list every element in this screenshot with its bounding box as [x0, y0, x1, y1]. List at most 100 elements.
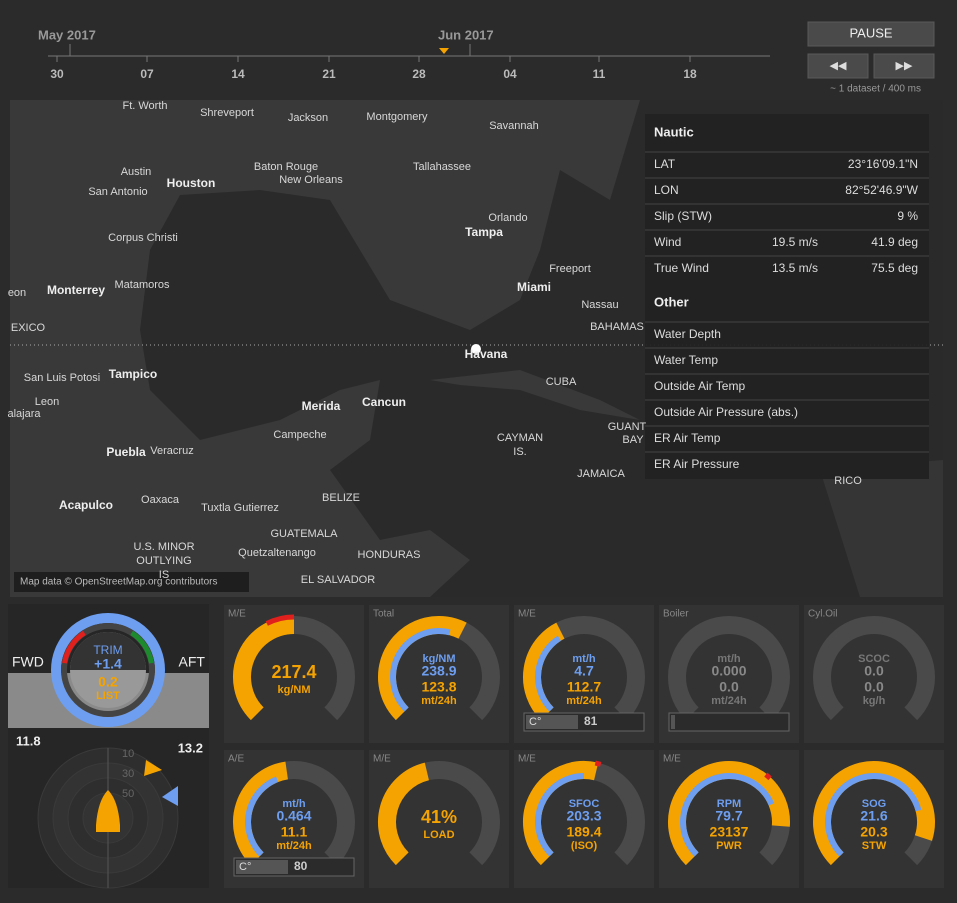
map-label: Leon [35, 396, 59, 408]
attribution-box [14, 572, 249, 592]
map-label: Acapulco [59, 498, 113, 512]
row-label: Slip (STW) [654, 209, 712, 223]
row-label: Outside Air Pressure (abs.) [654, 405, 798, 419]
gauge-unit: (ISO) [571, 840, 598, 852]
map-label: Tuxtla Gutierrez [201, 502, 279, 514]
fwd-label: FWD [12, 654, 44, 670]
ring-label: 10 [122, 748, 134, 760]
map-label: Oaxaca [141, 494, 180, 506]
row-value: 82°52'46.9"W [845, 183, 918, 197]
gauge-unit: PWR [716, 840, 742, 852]
timeline-cursor[interactable] [439, 48, 449, 54]
gauge-inner [245, 776, 279, 857]
gauge-value: 189.4 [566, 824, 601, 840]
pause-label: PAUSE [849, 25, 892, 40]
row-value: 9 % [897, 209, 918, 223]
vessel-position[interactable] [471, 344, 481, 354]
gauge-unit: mt/h [282, 798, 306, 810]
map-label: Puebla [106, 445, 146, 459]
row-label: Wind [654, 235, 681, 249]
gauge-unit: mt/24h [711, 695, 747, 707]
map-label: RICO [834, 475, 862, 487]
gauge-header: M/E [663, 754, 681, 765]
map-label: Baton Rouge [254, 161, 318, 173]
gauge-fill [813, 761, 935, 866]
gauge-header: M/E [373, 754, 391, 765]
map-label: EL SALVADOR [301, 574, 375, 586]
map-label: Veracruz [150, 445, 193, 457]
gauge-inner [680, 773, 775, 857]
map-label: New Orleans [279, 174, 343, 186]
gauge-unit: SFOC [569, 798, 600, 810]
map-label: Freeport [549, 263, 591, 275]
row-value: 19.5 m/s [772, 235, 818, 249]
gauge-header: Boiler [663, 609, 689, 620]
wind-marker [162, 786, 178, 806]
gauge-track [668, 616, 790, 721]
gauge-value: 21.6 [860, 808, 887, 824]
gauge-limit [764, 772, 772, 781]
day-label: 28 [412, 67, 426, 81]
map-label: U.S. MINOR [133, 541, 194, 553]
trim-core-top [70, 632, 146, 670]
trim-arc [130, 630, 154, 664]
map-label: San Antonio [88, 186, 147, 198]
day-label: 14 [231, 67, 245, 81]
nautic-title: Nautic [654, 124, 694, 139]
gauge-unit: mt/h [572, 653, 596, 665]
aft-draft: 13.2 [178, 740, 203, 755]
map-label: IS. [513, 446, 526, 458]
pause-button[interactable] [807, 21, 935, 47]
back-button[interactable] [807, 53, 869, 79]
nautic-panel [645, 114, 929, 479]
row-label: ER Air Temp [654, 431, 721, 445]
row-label: Water Depth [654, 327, 721, 341]
gauge-value: 20.3 [860, 824, 887, 840]
map-label: CUBA [546, 376, 577, 388]
timeline[interactable] [10, 14, 790, 94]
gauge-header: Total [373, 609, 394, 620]
map-label: CAYMAN [497, 432, 543, 444]
gauge-fill [378, 616, 467, 721]
gauge-unit: kg/NM [278, 684, 311, 696]
gauge-value: 41% [421, 807, 457, 827]
map-label: Quetzaltenango [238, 547, 316, 559]
gauge-unit: mt/24h [421, 695, 457, 707]
other-title: Other [654, 294, 689, 309]
map-label: GUATEMALA [270, 528, 338, 540]
gauge-value: 11.1 [281, 824, 308, 840]
list-value: 0.2 [98, 674, 118, 690]
map-label: BAY [622, 434, 644, 446]
gauge-bar-fill [236, 860, 288, 874]
map-label: JAMAICA [577, 468, 625, 480]
gauge-value: 0.0 [864, 679, 884, 695]
gauge-value: 203.3 [566, 808, 601, 824]
bar-value: 81 [584, 714, 598, 728]
gauge-value: 112.7 [567, 679, 601, 695]
trim-arc [62, 630, 86, 664]
forward-button[interactable] [873, 53, 935, 79]
gauge-header: A/E [228, 754, 244, 765]
map-label: GUANT [608, 421, 647, 433]
bar-label: C° [239, 861, 251, 873]
gauge-value: 79.7 [715, 808, 742, 824]
gauge-fill [378, 762, 430, 866]
map-label: Tampa [465, 225, 503, 239]
day-label: 18 [683, 67, 697, 81]
day-label: 30 [50, 67, 64, 81]
map-label: Houston [167, 176, 216, 190]
map-label: Miami [517, 280, 551, 294]
gauge-fill [668, 761, 790, 866]
gauge-value: 123.8 [421, 679, 456, 695]
list-label: LIST [96, 690, 120, 702]
trim-ring-inner [61, 623, 155, 717]
map-label: Matamoros [114, 279, 170, 291]
bar-label: C° [529, 716, 541, 728]
gauge-unit: STW [862, 840, 887, 852]
row-value: 41.9 deg [871, 235, 918, 249]
gauge-value: 217.4 [271, 662, 316, 682]
gauge-limit [265, 614, 295, 626]
land [10, 100, 640, 597]
gauge-limit [594, 760, 602, 767]
row-value: 75.5 deg [871, 261, 918, 275]
